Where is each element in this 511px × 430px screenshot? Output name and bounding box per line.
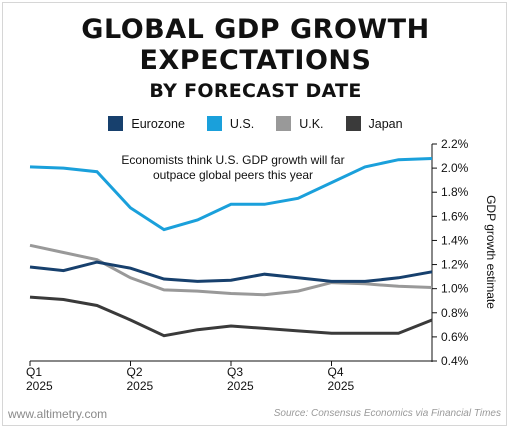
source-label: Source: Consensus Economics via Financia… — [273, 408, 501, 419]
website-label: www.altimetry.com — [8, 407, 108, 421]
x-tick-label: Q1 — [26, 365, 42, 379]
chart-frame — [2, 2, 507, 426]
series-line-japan — [29, 295, 433, 338]
chart-axes: 0.4% 0.6% 0.8% 1.0% 1.2% 1.4% 1.6% 1.8% 2.0% 2.2%… — [26, 137, 469, 393]
x-tick-label: 2025 — [227, 379, 254, 393]
y-tick-label: 1.8% — [441, 185, 469, 199]
legend-swatch-us — [206, 116, 222, 131]
series-line-us — [29, 157, 433, 232]
y-tick-label: 1.6% — [441, 209, 469, 223]
annotation-line-2: outpace global peers this year — [153, 168, 313, 182]
legend-label-us: U.S. — [229, 116, 255, 131]
chart-legend: Eurozone U.S. U.K. Japan — [0, 116, 511, 131]
y-tick-label: 0.4% — [441, 354, 469, 368]
y-tick-label: 2.2% — [441, 137, 469, 151]
legend-swatch-uk — [276, 116, 292, 131]
y-axis-label: GDP growth estimate — [484, 195, 498, 309]
y-tick-label: 1.4% — [441, 233, 469, 247]
x-tick-label: 2025 — [127, 379, 154, 393]
legend-item-eurozone: Eurozone — [108, 116, 185, 131]
legend-swatch-japan — [345, 116, 361, 131]
legend-swatch-eurozone — [108, 116, 124, 131]
chart-title-line-2: EXPECTATIONS — [139, 45, 372, 76]
chart-annotation: Economists think U.S. GDP growth will fa… — [121, 153, 344, 182]
chart-title-line-1: GLOBAL GDP GROWTH — [81, 14, 430, 45]
legend-item-uk: U.K. — [276, 116, 324, 131]
series-lines — [29, 157, 433, 338]
x-tick-label: Q4 — [328, 365, 344, 379]
legend-label-eurozone: Eurozone — [131, 116, 185, 131]
x-tick-label: 2025 — [328, 379, 355, 393]
annotation-line-1: Economists think U.S. GDP growth will fa… — [121, 153, 344, 167]
legend-item-us: U.S. — [206, 116, 255, 131]
legend-item-japan: Japan — [345, 116, 403, 131]
series-line-eurozone — [29, 260, 433, 283]
legend-label-uk: U.K. — [299, 116, 324, 131]
x-tick-label: Q2 — [127, 365, 143, 379]
series-line-uk — [29, 243, 433, 297]
y-tick-label: 1.2% — [441, 258, 469, 272]
x-tick-label: 2025 — [26, 379, 53, 393]
legend-label-japan: Japan — [368, 116, 403, 131]
y-tick-label: 2.0% — [441, 161, 469, 175]
x-tick-label: Q3 — [227, 365, 243, 379]
y-tick-label: 0.8% — [441, 306, 469, 320]
chart-subtitle: BY FORECAST DATE — [149, 80, 362, 102]
y-tick-label: 0.6% — [441, 330, 469, 344]
y-tick-label: 1.0% — [441, 282, 469, 296]
